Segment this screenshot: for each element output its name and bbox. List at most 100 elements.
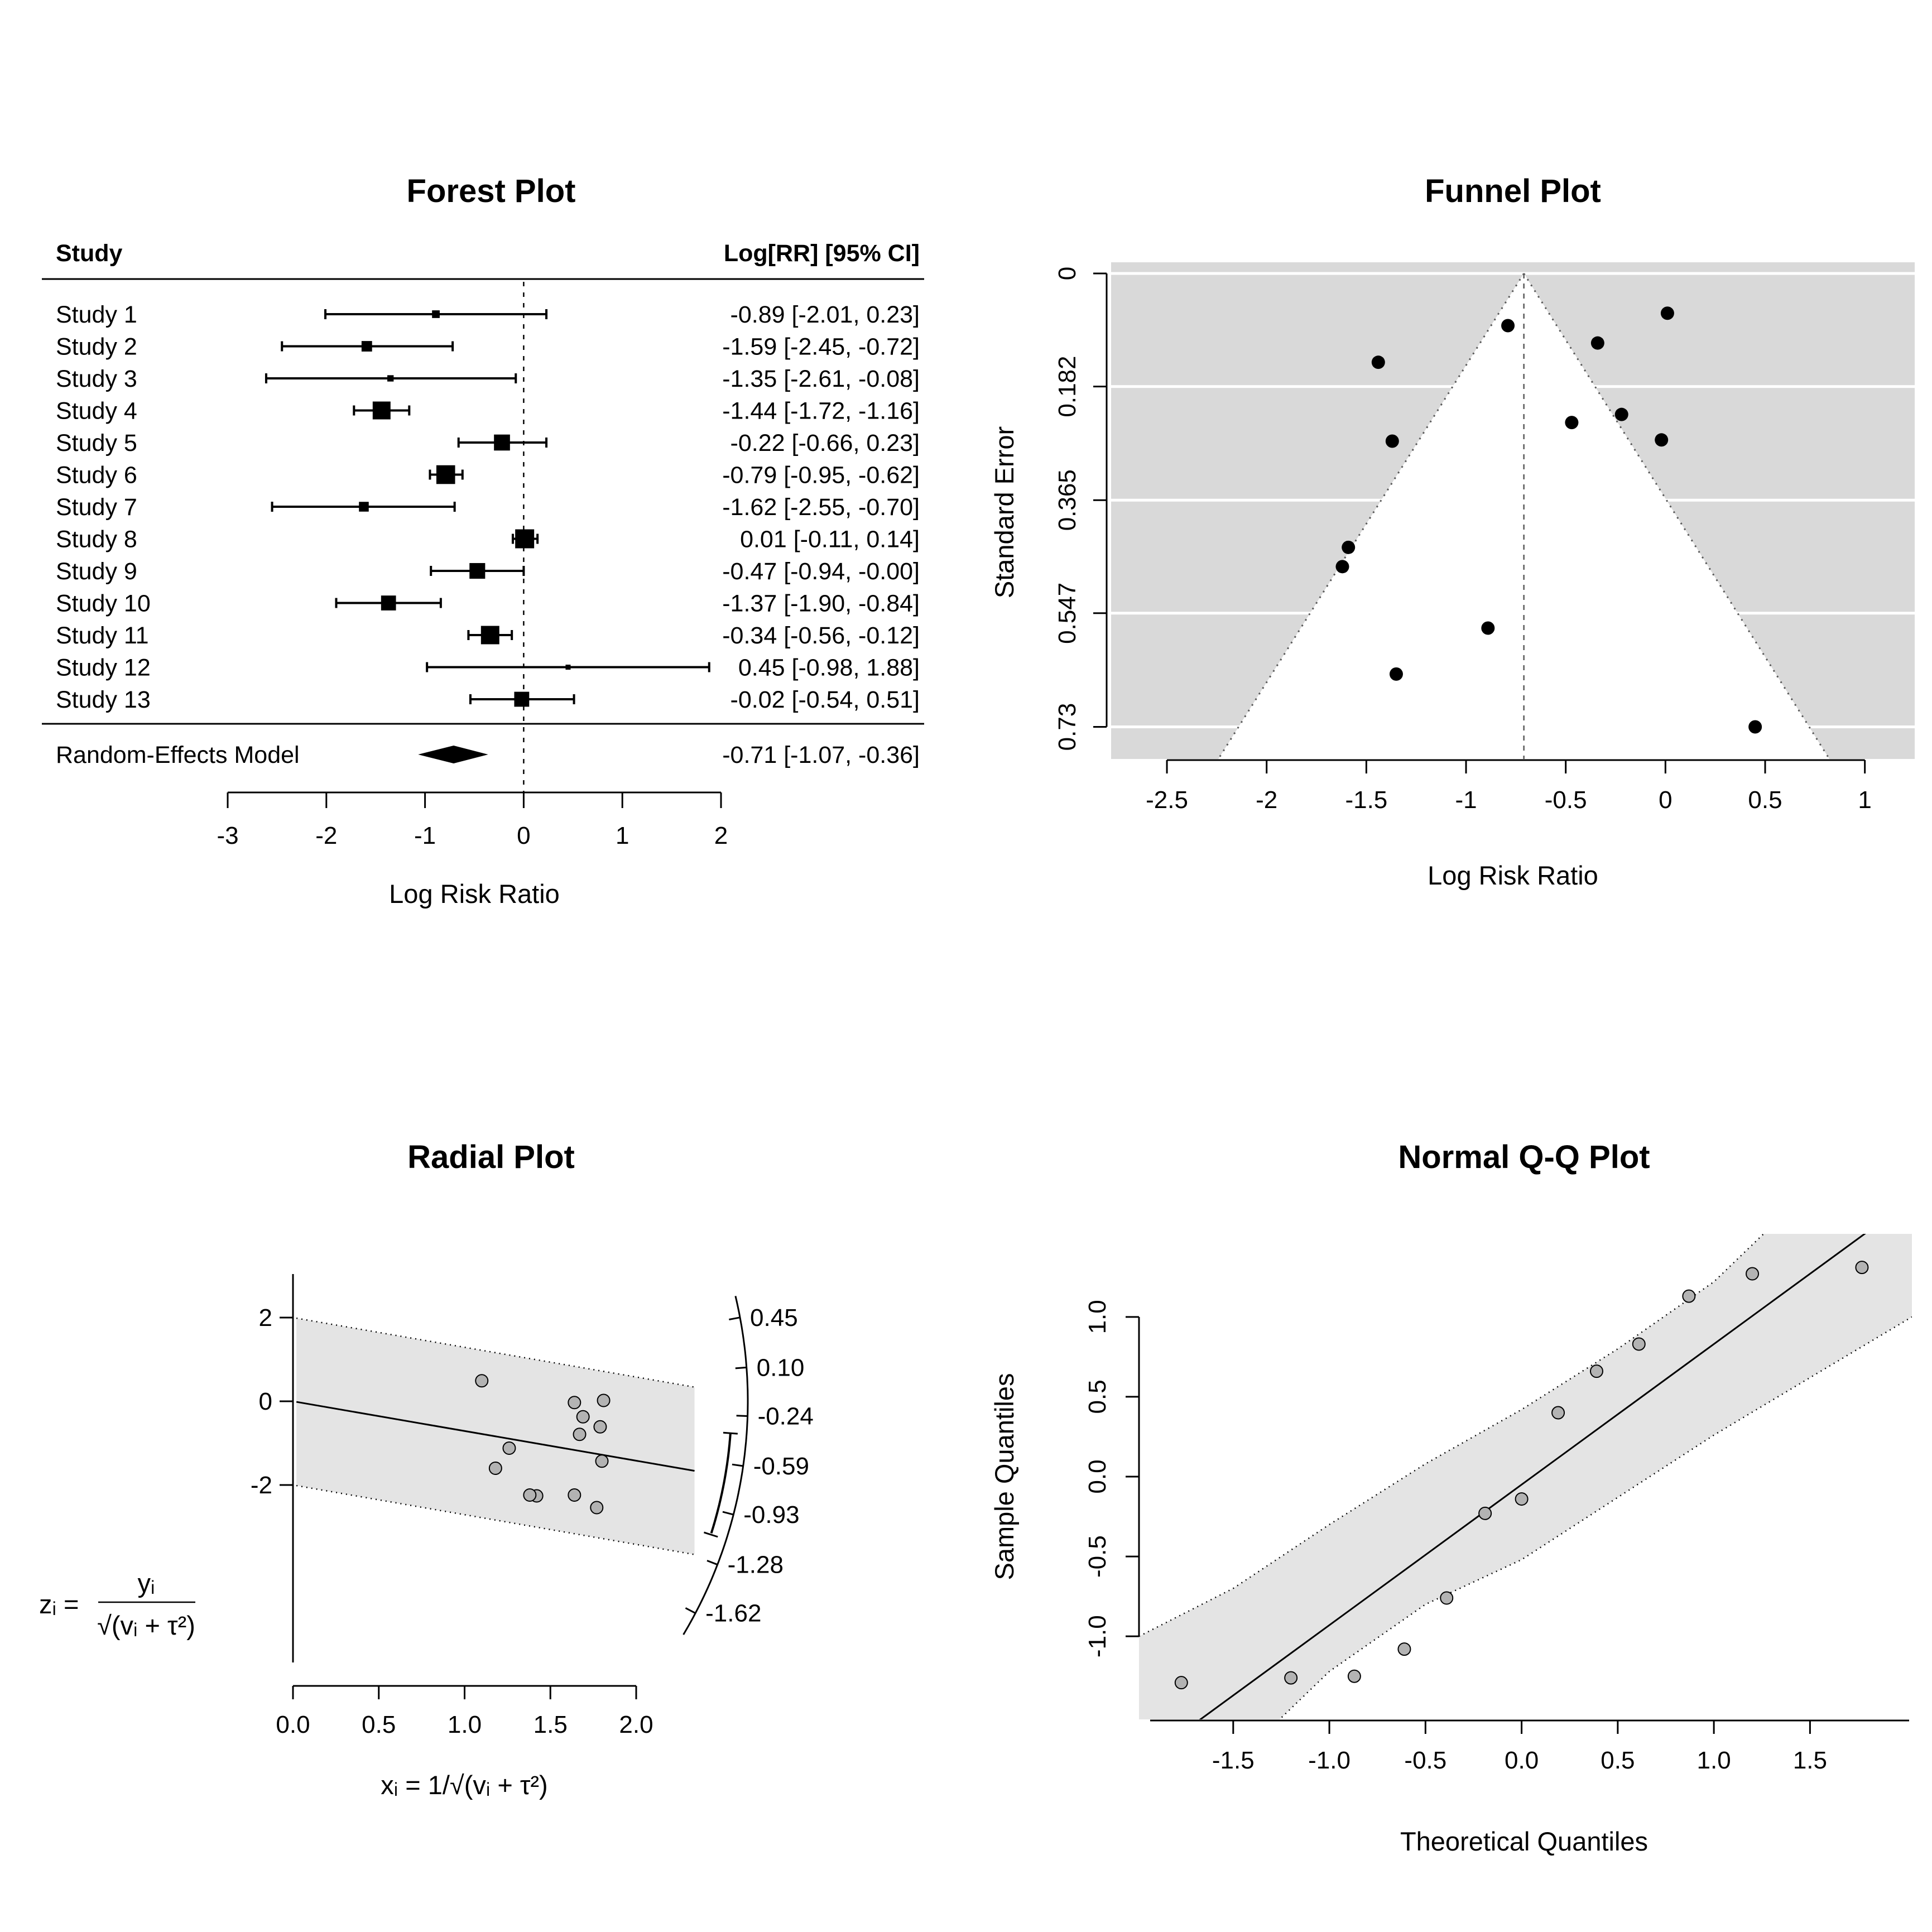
- forest-model-annotation: -0.71 [-1.07, -0.36]: [722, 742, 920, 768]
- funnel-plot: Funnel Plot Log Risk Ratio Standard Erro…: [966, 0, 1932, 966]
- forest-col-estimate: Log[RR] [95% CI]: [724, 240, 920, 267]
- radial-x-tick-label: 2.0: [619, 1711, 653, 1738]
- forest-study-label: Study 2: [56, 334, 137, 361]
- funnel-point: [1371, 355, 1385, 369]
- qq-y-tick-label: 0.5: [1084, 1380, 1111, 1414]
- radial-band-lower-edge: [296, 1484, 695, 1555]
- forest-point: [494, 434, 510, 451]
- qq-x-tick-label: -1.0: [1308, 1747, 1351, 1774]
- qq-y-tick-label: 1.0: [1084, 1300, 1111, 1334]
- forest-x-tick-label: -2: [315, 822, 337, 849]
- forest-study-label: Study 5: [56, 430, 137, 456]
- forest-annotation: -0.22 [-0.66, 0.23]: [730, 430, 920, 456]
- forest-point: [387, 375, 394, 382]
- forest-model-label: Random-Effects Model: [56, 742, 300, 768]
- qq-point: [1855, 1261, 1869, 1275]
- radial-point: [576, 1410, 590, 1424]
- radial-y-tick-label: -2: [251, 1472, 272, 1499]
- qq-y-tick-label: -1.0: [1084, 1615, 1111, 1657]
- funnel-x-tick-label: 1: [1858, 786, 1871, 814]
- radial-arc-label: 0.45: [750, 1304, 798, 1332]
- qq-reference-line: [1199, 1234, 1866, 1719]
- funnel-x-tick-label: 0.5: [1748, 786, 1782, 814]
- forest-point: [480, 626, 499, 645]
- radial-arc-label: -0.59: [753, 1453, 809, 1480]
- radial-point: [568, 1488, 581, 1502]
- funnel-x-tick-label: -2: [1256, 786, 1277, 814]
- forest-xlabel: Log Risk Ratio: [389, 879, 560, 909]
- forest-point: [515, 529, 535, 549]
- radial-arc-label: -0.93: [743, 1501, 799, 1529]
- forest-point: [514, 691, 530, 707]
- funnel-point: [1590, 336, 1604, 350]
- qq-x-tick-label: -0.5: [1404, 1747, 1446, 1774]
- funnel-y-tick-label: 0.73: [1054, 703, 1081, 751]
- radial-point: [573, 1428, 587, 1441]
- qq-envelope-lower-edge: [1279, 1316, 1912, 1719]
- forest-annotation: -0.47 [-0.94, -0.00]: [722, 558, 920, 585]
- radial-marks: 2 0 -2 0.0 0.5 1.0 1.5 2.0 0.45 0.10 -0.24 -0.59 -0.…: [39, 1274, 814, 1800]
- forest-study-label: Study 12: [56, 655, 151, 681]
- forest-point: [436, 465, 455, 484]
- radial-plot: Radial Plot 2 0 -2 0.0 0.5 1.0 1.5 2.0 0.45 0.10 -…: [0, 966, 966, 1932]
- funnel-point: [1481, 621, 1495, 635]
- forest-study-label: Study 3: [56, 366, 137, 392]
- qq-marks: -1.5 -1.0 -0.5 0.0 0.5 1.0 1.5 -1.0 -0.5 0.0 0.5 1.…: [1084, 1234, 1912, 1774]
- radial-xlabel: xᵢ = 1/√(vᵢ + τ²): [381, 1770, 547, 1800]
- funnel-y-tick-label: 0.547: [1054, 583, 1081, 644]
- forest-point: [469, 563, 486, 579]
- funnel-x-tick-label: -1.5: [1345, 786, 1387, 814]
- radial-point: [568, 1396, 581, 1410]
- qq-point: [1746, 1267, 1760, 1281]
- radial-point: [595, 1454, 609, 1468]
- forest-study-label: Study 6: [56, 462, 137, 489]
- radial-point: [597, 1393, 611, 1407]
- funnel-marks: -2.5 -2 -1.5 -1 -0.5 0 0.5 1 0 0.182 0.365 0.547 0.7…: [1054, 262, 1915, 814]
- radial-y-tick-label: 2: [259, 1304, 272, 1332]
- forest-annotation: -1.44 [-1.72, -1.16]: [722, 398, 920, 425]
- radial-band-upper-edge: [296, 1317, 695, 1388]
- forest-col-study: Study: [56, 240, 123, 267]
- funnel-point: [1565, 416, 1579, 430]
- forest-point: [361, 341, 372, 352]
- forest-annotation: -1.62 [-2.55, -0.70]: [722, 494, 920, 521]
- forest-annotation: -1.35 [-2.61, -0.08]: [722, 366, 920, 392]
- funnel-point: [1335, 560, 1349, 574]
- funnel-ylabel: Standard Error: [989, 426, 1019, 598]
- forest-study-label: Study 4: [56, 398, 137, 425]
- radial-arc-tick: [707, 1560, 718, 1566]
- forest-plot: Forest Plot Study Log[RR] [95% CI] Log R…: [0, 0, 966, 966]
- forest-study-label: Study 13: [56, 686, 151, 713]
- qq-point: [1284, 1671, 1298, 1685]
- forest-study-label: Study 8: [56, 526, 137, 553]
- radial-x-tick-label: 0.0: [276, 1711, 310, 1738]
- radial-ylabel-lhs: zᵢ =: [39, 1589, 79, 1619]
- qq-y-tick-label: 0.0: [1084, 1459, 1111, 1493]
- forest-annotation: 0.45 [-0.98, 1.88]: [738, 655, 920, 681]
- qq-envelope: [1139, 1234, 1912, 1719]
- qq-xlabel: Theoretical Quantiles: [1400, 1827, 1648, 1856]
- qq-point: [1440, 1591, 1454, 1605]
- qq-point: [1551, 1406, 1565, 1420]
- forest-x-tick-label: -1: [414, 822, 436, 849]
- funnel-x-tick-label: -2.5: [1146, 786, 1188, 814]
- radial-arc-tick: [722, 1511, 734, 1516]
- radial-y-tick-label: 0: [259, 1388, 272, 1415]
- funnel-point: [1385, 434, 1399, 448]
- radial-arc-label: 0.10: [757, 1354, 805, 1381]
- forest-point: [565, 664, 571, 670]
- radial-point: [488, 1462, 502, 1475]
- forest-study-label: Study 11: [56, 622, 149, 649]
- forest-x-tick-label: 0: [517, 822, 530, 849]
- forest-annotation: -1.59 [-2.45, -0.72]: [722, 334, 920, 361]
- funnel-point: [1501, 319, 1515, 333]
- funnel-point: [1655, 433, 1669, 447]
- qq-point: [1632, 1337, 1646, 1351]
- radial-arc-label: -1.62: [705, 1600, 761, 1627]
- funnel-y-tick-label: 0: [1054, 267, 1081, 280]
- radial-point: [593, 1420, 607, 1434]
- forest-annotation: 0.01 [-0.11, 0.14]: [740, 526, 920, 553]
- forest-model-diamond: [418, 746, 488, 763]
- forest-x-tick-label: 1: [616, 822, 629, 849]
